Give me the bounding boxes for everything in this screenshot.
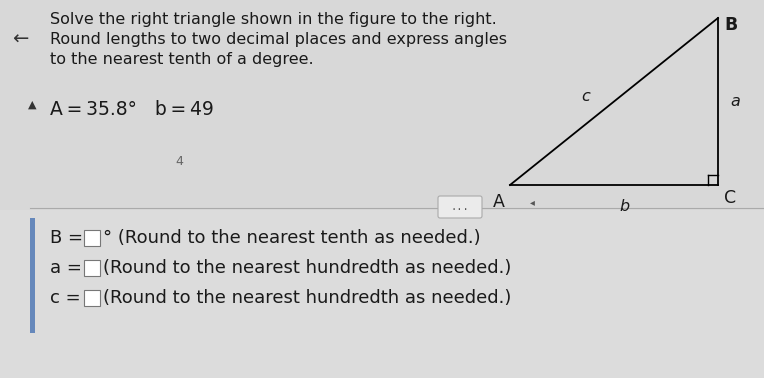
Text: ° (Round to the nearest tenth as needed.): ° (Round to the nearest tenth as needed.… [103,229,481,247]
Text: Round lengths to two decimal places and express angles: Round lengths to two decimal places and … [50,32,507,47]
Bar [0,210,764,378]
Text: ◂: ◂ [530,197,535,207]
Text: Solve the right triangle shown in the figure to the right.: Solve the right triangle shown in the fi… [50,12,497,27]
Text: to the nearest tenth of a degree.: to the nearest tenth of a degree. [50,52,314,67]
Bar [84,290,100,306]
Text: A: A [493,193,505,211]
Text: 4: 4 [175,155,183,168]
Bar [30,218,35,333]
FancyBboxPatch shape [438,196,482,218]
Text: c =: c = [50,289,86,307]
Text: B =: B = [50,229,89,247]
Text: a =: a = [50,259,88,277]
Bar [0,0,764,210]
Text: C: C [724,189,736,207]
Text: c: c [581,89,591,104]
Text: (Round to the nearest hundredth as needed.): (Round to the nearest hundredth as neede… [103,259,511,277]
Bar [84,260,100,276]
Text: b: b [619,199,629,214]
Text: B: B [724,16,737,34]
Text: a: a [730,94,740,109]
Text: ▲: ▲ [28,100,37,110]
Text: ...: ... [451,202,469,212]
Text: (Round to the nearest hundredth as needed.): (Round to the nearest hundredth as neede… [103,289,511,307]
Bar [84,230,100,246]
Text: ←: ← [12,30,28,49]
Text: A = 35.8°   b = 49: A = 35.8° b = 49 [50,100,214,119]
